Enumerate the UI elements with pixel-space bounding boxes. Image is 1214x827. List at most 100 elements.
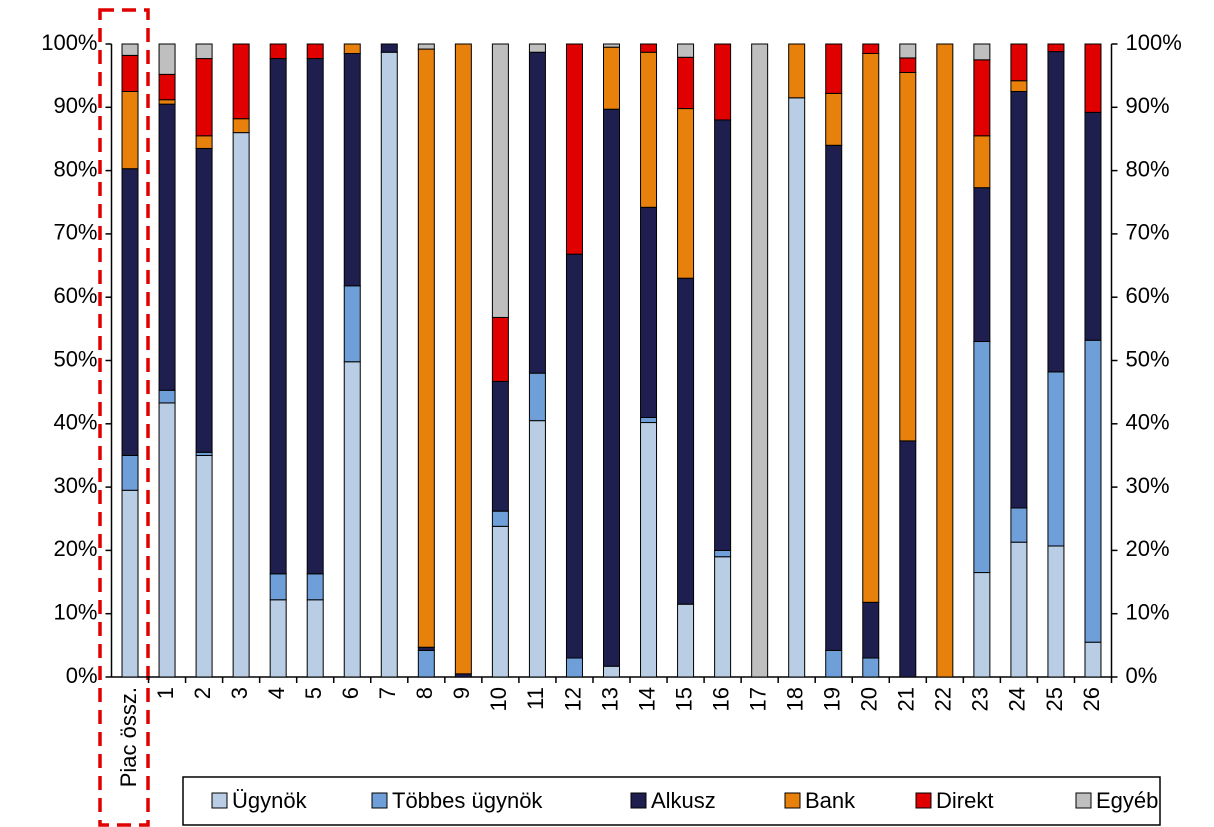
bar-segment (306, 599, 324, 678)
bar-segment (603, 43, 620, 48)
x-tick-label: 15 (671, 687, 696, 711)
y-tick-label: 60% (53, 283, 97, 308)
y-tick-label: 10% (53, 600, 97, 625)
bar-segment (528, 43, 546, 53)
y2-tick-label: 0% (1126, 663, 1158, 688)
bar-segment (380, 51, 398, 678)
bar-segment (640, 206, 658, 418)
y-tick-label: 50% (53, 346, 97, 371)
x-tick-label: 7 (375, 687, 400, 699)
bar-segment (565, 253, 583, 659)
bar-segment (195, 147, 213, 453)
bar-segment (825, 144, 843, 651)
bar-segment (677, 56, 695, 110)
bar-segment (640, 422, 658, 678)
bar-segment (195, 454, 213, 678)
x-tick-label: 4 (264, 687, 289, 699)
bar-segment (714, 549, 732, 558)
bar-segment (528, 51, 546, 374)
bar-segment (491, 525, 509, 678)
legend-swatch (211, 792, 228, 809)
legend-swatch (371, 792, 388, 809)
bar-segment (1047, 371, 1065, 547)
bar-segment (973, 135, 991, 189)
x-tick-label: 20 (857, 687, 882, 711)
legend-swatch (784, 792, 801, 809)
x-tick-label: 22 (931, 687, 956, 711)
bar-segment (491, 316, 509, 382)
bar-segment (714, 43, 732, 121)
bar-segment (195, 58, 213, 137)
x-tick-label: 18 (782, 687, 807, 711)
y2-tick-label: 70% (1126, 220, 1170, 245)
bar-segment (269, 573, 287, 601)
x-tick-label: 12 (560, 687, 585, 711)
x-tick-label: 1 (153, 687, 178, 699)
bar-segment (454, 43, 472, 675)
x-tick-label: 8 (412, 687, 437, 699)
bar-segment (343, 285, 361, 363)
bar-segment (862, 43, 880, 54)
bar-segment (1010, 541, 1028, 678)
bar-segment (677, 603, 695, 678)
x-tick-label: 9 (449, 687, 474, 699)
legend-swatch (1075, 792, 1092, 809)
y2-tick-label: 40% (1126, 410, 1170, 435)
bar-segment (306, 573, 324, 601)
y2-tick-label: 20% (1126, 536, 1170, 561)
bar-segment (677, 43, 695, 58)
x-tick-label: 23 (968, 687, 993, 711)
bar-segment (1084, 111, 1102, 341)
legend-box (182, 776, 1161, 826)
legend-label: Egyéb (1096, 788, 1158, 813)
bar-segment (565, 43, 583, 255)
bar-segment (491, 510, 509, 527)
highlight-box (98, 8, 150, 827)
bar-segment (195, 135, 213, 149)
bar-segment (158, 99, 176, 105)
x-tick-label: 14 (634, 687, 659, 711)
bar-segment (825, 649, 843, 678)
bar-segment (121, 90, 139, 170)
bar-segment (640, 43, 658, 53)
bar-segment (1084, 43, 1102, 113)
bar-segment (973, 572, 991, 678)
x-tick-label: 25 (1042, 687, 1067, 711)
y2-tick-label: 100% (1126, 30, 1182, 55)
bar-segment (343, 43, 361, 54)
bar-segment (1047, 51, 1065, 373)
bar-segment (1010, 507, 1028, 543)
bar-segment (343, 52, 361, 287)
bar-segment (1047, 545, 1065, 678)
x-tick-label: 13 (597, 687, 622, 711)
bar-segment (269, 43, 287, 60)
y-tick-label: 40% (53, 410, 97, 435)
legend-label: Alkusz (651, 788, 716, 813)
bar-segment (677, 277, 695, 605)
bar-segment (899, 43, 917, 59)
bar-segment (1084, 339, 1102, 643)
bar-segment (565, 657, 583, 678)
bar-segment (677, 108, 695, 279)
bar-segment (121, 168, 139, 456)
bar-segment (714, 556, 732, 678)
bar-segment (1084, 641, 1102, 678)
legend-swatch (630, 792, 647, 809)
y-tick-label: 70% (53, 220, 97, 245)
bar-segment (788, 43, 806, 99)
bar-segment (973, 187, 991, 343)
bar-segment (528, 420, 546, 678)
bar-segment (640, 51, 658, 208)
x-tick-label: 26 (1079, 687, 1104, 711)
bar-segment (899, 71, 917, 442)
bar-segment (1010, 43, 1028, 82)
y2-tick-label: 80% (1126, 156, 1170, 181)
legend-label: Direkt (936, 788, 993, 813)
x-tick-label: 17 (745, 687, 770, 711)
bar-segment (232, 132, 250, 678)
x-tick-label: 11 (523, 687, 548, 710)
bar-segment (158, 402, 176, 678)
y-tick-label: 20% (53, 536, 97, 561)
y2-tick-label: 90% (1126, 93, 1170, 118)
